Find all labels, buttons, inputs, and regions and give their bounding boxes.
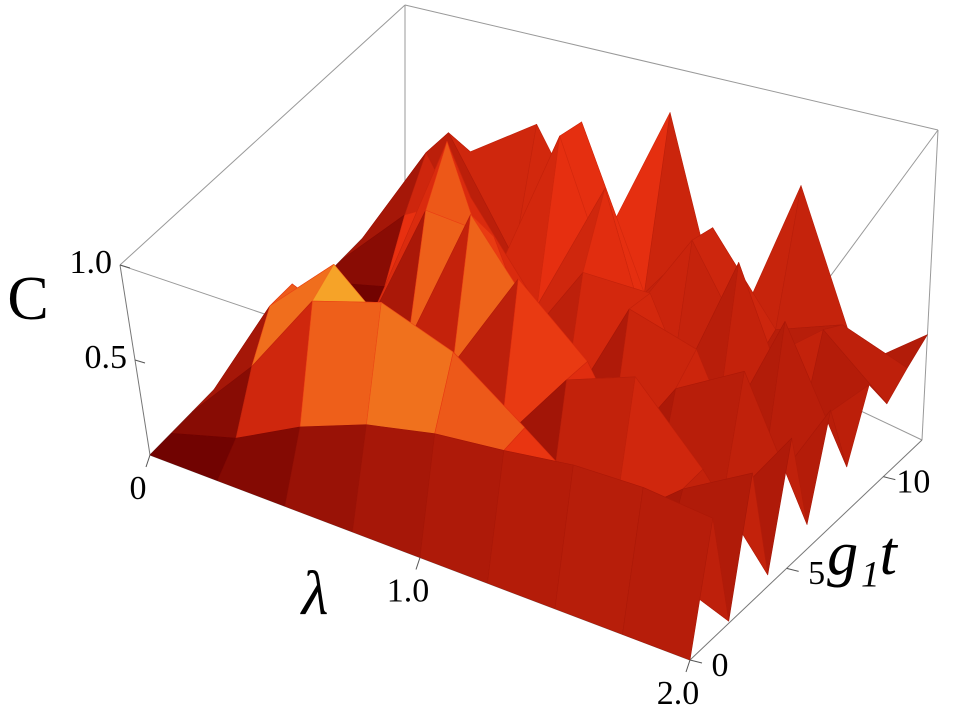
x-tick: [415, 557, 421, 570]
y-tick: [786, 567, 799, 572]
y-tick: [689, 659, 703, 664]
y-tick-label: 5: [808, 555, 825, 592]
y-tick-label: 10: [896, 463, 930, 500]
box-edge: [921, 129, 939, 441]
x-axis-label: λ: [300, 560, 329, 628]
z-tick: [134, 359, 146, 364]
z-tick-label: 1.0: [70, 244, 113, 281]
z-tick-label: 0.5: [85, 339, 128, 376]
x-tick-label: 1.0: [387, 572, 430, 609]
box-edge: [119, 4, 406, 266]
x-tick: [685, 659, 691, 673]
x-tick-label: 0: [130, 470, 147, 507]
surface-patch: [284, 424, 367, 533]
surface-patch: [622, 487, 714, 661]
box-edge: [404, 4, 939, 131]
z-tick: [119, 264, 131, 269]
y-tick: [883, 476, 896, 481]
surface: [149, 112, 928, 661]
axes: 0 1.0 2.0 0 5 10 0.5 1.0: [70, 244, 931, 712]
z-axis-label: C: [7, 265, 48, 333]
y-axis-label: g₁t: [827, 520, 899, 588]
y-tick-label: 0: [712, 647, 729, 684]
x-tick-label: 2.0: [657, 675, 700, 712]
x-tick: [145, 454, 151, 468]
